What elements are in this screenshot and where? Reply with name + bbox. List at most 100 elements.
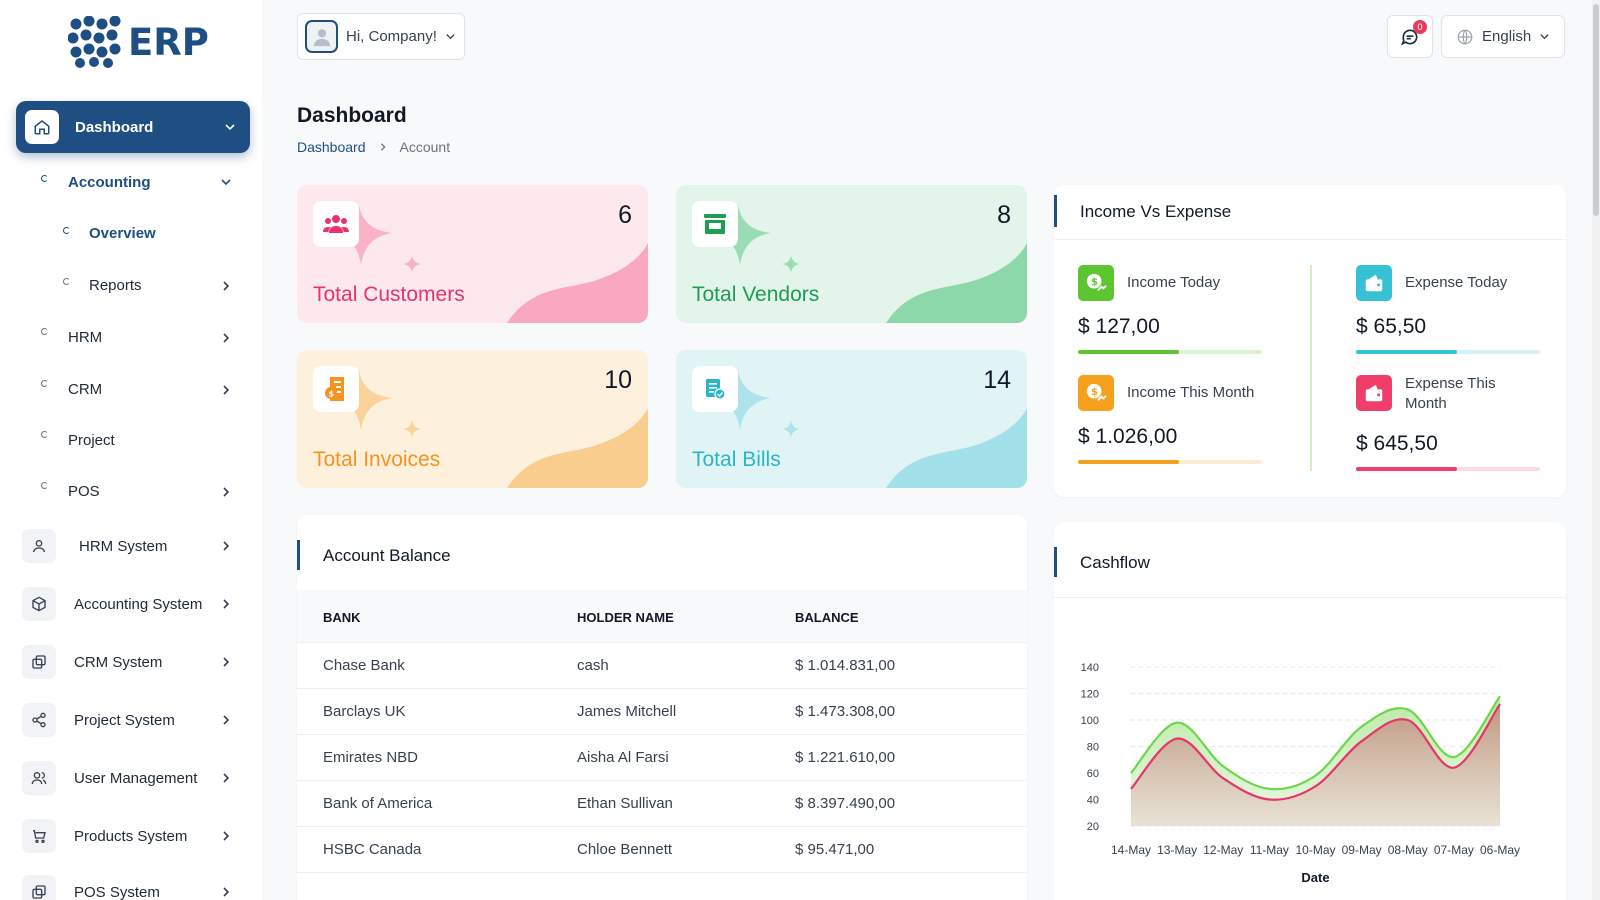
stat-label: Total Bills (692, 448, 781, 471)
y-tick-label: 20 (1087, 821, 1099, 833)
chevron-down-icon (446, 34, 455, 40)
y-tick-label: 40 (1087, 795, 1099, 807)
table-row[interactable]: HSBC Canada Chloe Bennett $ 95.471,00 (297, 827, 1027, 873)
column-header-holder-name[interactable]: HOLDER NAME (577, 610, 674, 625)
card-wave-decoration (332, 370, 648, 488)
avatar (305, 20, 338, 53)
y-tick-label: 60 (1087, 768, 1099, 780)
copy-icon (22, 645, 56, 679)
sidebar-item-pos-system[interactable]: POS System (22, 872, 252, 900)
sidebar-item-label: Dashboard (75, 118, 154, 136)
sidebar-item-pos[interactable]: POS (0, 476, 262, 506)
notification-button[interactable]: 0 (1387, 15, 1433, 58)
expense-today: Expense Today $ 65,50 (1356, 265, 1541, 355)
chevron-right-icon (223, 333, 230, 343)
page-title: Dashboard (297, 104, 407, 127)
stat-card-customers[interactable]: 6 Total Customers (297, 185, 648, 323)
sidebar-item-reports[interactable]: Reports (0, 270, 262, 300)
card-wave-decoration (711, 370, 1027, 488)
customers-icon (313, 201, 359, 247)
money-icon: $ (1078, 265, 1114, 301)
sidebar-item-label: HRM (68, 328, 103, 346)
stat-card-invoices[interactable]: $ 10 Total Invoices (297, 350, 648, 488)
header-accent (297, 540, 300, 570)
user-menu-button[interactable]: Hi, Company! (297, 13, 465, 60)
column-header-balance[interactable]: BALANCE (795, 610, 859, 625)
box-icon (22, 587, 56, 621)
progress-track (1356, 350, 1540, 354)
sidebar-item-accounting-system[interactable]: Accounting System (22, 584, 252, 624)
stat-card-vendors[interactable]: 8 Total Vendors (676, 185, 1027, 323)
sidebar-item-user-management[interactable]: User Management (22, 758, 252, 798)
app-logo[interactable]: ERP (68, 16, 209, 68)
svg-text:$: $ (1091, 277, 1098, 288)
chat-icon (1400, 28, 1418, 45)
cell-balance: $ 95.471,00 (795, 841, 875, 858)
chevron-down-icon (221, 179, 231, 186)
sidebar-item-crm[interactable]: CRM (0, 374, 262, 404)
sidebar-item-accounting[interactable]: Accounting (0, 167, 262, 197)
table-row[interactable]: Emirates NBD Aisha Al Farsi $ 1.221.610,… (297, 735, 1027, 781)
sidebar-item-hrm-system[interactable]: HRM System (22, 526, 252, 566)
card-wave-decoration (711, 205, 1027, 323)
cell-bank: HSBC Canada (323, 841, 422, 858)
column-header-bank[interactable]: BANK (323, 610, 361, 625)
card-title: Income Vs Expense (1080, 202, 1232, 221)
scrollbar[interactable] (1592, 0, 1600, 900)
breadcrumb-link-dashboard[interactable]: Dashboard (297, 139, 366, 155)
scrollbar-thumb[interactable] (1593, 4, 1599, 216)
series-area (1131, 704, 1500, 826)
table-row[interactable]: Barclays UK James Mitchell $ 1.473.308,0… (297, 689, 1027, 735)
series-line (1130, 703, 1501, 801)
cell-bank: Barclays UK (323, 703, 406, 720)
svg-text:$: $ (1091, 387, 1098, 398)
store-icon (692, 201, 738, 247)
sidebar-item-project-system[interactable]: Project System (22, 700, 252, 740)
sidebar-item-label: Project (68, 431, 115, 449)
chevron-right-icon (223, 385, 230, 395)
sidebar-item-crm-system[interactable]: CRM System (22, 642, 252, 682)
x-tick-label: 09-May (1342, 843, 1382, 857)
language-select[interactable]: English (1441, 15, 1565, 58)
bill-icon (692, 366, 738, 412)
sidebar-item-label: POS System (74, 883, 160, 900)
breadcrumb: Dashboard Account (297, 139, 450, 155)
stat-value: 10 (604, 366, 632, 394)
cell-bank: Emirates NBD (323, 749, 419, 766)
header-accent (1054, 195, 1057, 227)
table-row[interactable]: Bank of America Ethan Sullivan $ 8.397.4… (297, 781, 1027, 827)
card-header: Cashflow (1054, 522, 1566, 598)
stat-label: Total Invoices (313, 448, 441, 471)
x-tick-label: 14-May (1111, 843, 1151, 857)
sidebar-item-overview[interactable]: Overview (0, 218, 262, 248)
sidebar-item-label: User Management (74, 769, 198, 787)
account-balance-card: Account Balance BANK HOLDER NAME BALANCE… (297, 515, 1027, 900)
sidebar-item-products-system[interactable]: Products System (22, 816, 252, 856)
sidebar-item-hrm[interactable]: HRM (0, 322, 262, 352)
item-value: $ 1.026,00 (1078, 425, 1178, 448)
stat-card-bills[interactable]: 14 Total Bills (676, 350, 1027, 488)
table-row[interactable]: Chase Bank cash $ 1.014.831,00 (297, 643, 1027, 689)
chevron-down-icon (1540, 34, 1549, 40)
sidebar-item-label: CRM (68, 380, 103, 398)
sidebar-item-dashboard[interactable]: Dashboard (16, 101, 250, 153)
progress-track (1078, 350, 1262, 354)
x-tick-label: 10-May (1295, 843, 1335, 857)
logo-icon (68, 16, 121, 68)
progress-track (1356, 467, 1540, 471)
chevron-right-icon (223, 831, 230, 841)
invoice-icon: $ (313, 366, 359, 412)
series-line (1130, 695, 1501, 791)
item-label: Income This Month (1127, 384, 1255, 401)
cell-balance: $ 1.221.610,00 (795, 749, 896, 766)
bullet-icon (41, 482, 48, 489)
bullet-icon (41, 175, 48, 182)
sidebar-item-project[interactable]: Project (0, 425, 262, 455)
cashflow-card: Cashflow 20 40 60 80 100 120 140 14-May 13-May 12… (1054, 522, 1566, 900)
cashflow-chart[interactable]: 20 40 60 80 100 120 140 14-May 13-May 12-May 11-Ma… (1054, 598, 1566, 900)
card-wave-decoration (332, 205, 648, 323)
progress-fill (1078, 350, 1180, 354)
cell-holder-name: Chloe Bennett (577, 841, 673, 858)
item-label: Expense This Month (1405, 375, 1496, 412)
item-label: Expense Today (1405, 274, 1508, 291)
